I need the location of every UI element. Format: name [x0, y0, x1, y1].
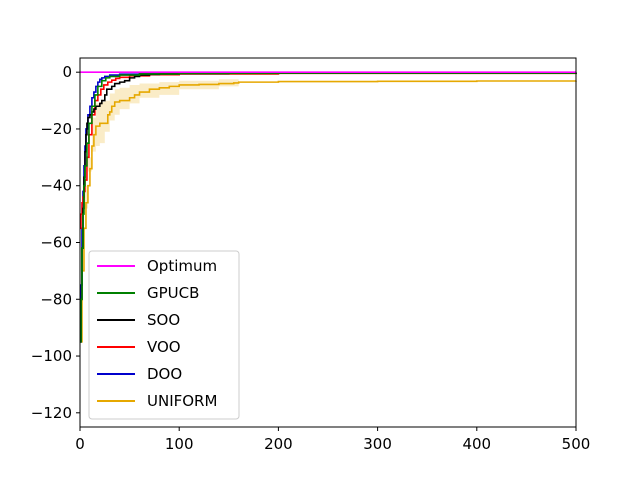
y-tick-label: −80: [40, 290, 72, 308]
y-axis-ticks: 0 −20 −40 −60 −80 −100 −120: [31, 63, 80, 422]
legend-label: Optimum: [147, 257, 217, 275]
legend-label: SOO: [147, 311, 180, 329]
legend-item-doo: DOO: [97, 365, 182, 383]
y-tick-label: −120: [31, 404, 72, 422]
y-tick-label: −100: [31, 347, 72, 365]
legend: Optimum GPUCB SOO VOO DOO UNIFORM: [88, 250, 240, 420]
x-axis-ticks: 0 100 200 300 400 500: [75, 427, 590, 453]
y-tick-label: −20: [40, 120, 72, 138]
x-tick-label: 500: [562, 435, 591, 453]
legend-label: VOO: [147, 338, 181, 356]
legend-item-optimum: Optimum: [97, 257, 217, 275]
x-tick-label: 100: [165, 435, 194, 453]
x-tick-label: 400: [462, 435, 491, 453]
legend-item-voo: VOO: [97, 338, 181, 356]
series-line-uniform: [80, 80, 577, 343]
legend-item-uniform: UNIFORM: [97, 392, 217, 410]
legend-label: DOO: [147, 365, 182, 383]
y-tick-label: −40: [40, 177, 72, 195]
y-tick-label: 0: [62, 63, 72, 81]
x-tick-label: 200: [264, 435, 293, 453]
legend-label: GPUCB: [147, 284, 199, 302]
y-tick-label: −60: [40, 234, 72, 252]
series-line-gpucb: [80, 72, 577, 343]
legend-label: UNIFORM: [147, 392, 217, 410]
series-lines: [80, 71, 577, 343]
x-tick-label: 0: [75, 435, 85, 453]
legend-item-soo: SOO: [97, 311, 180, 329]
x-tick-label: 300: [363, 435, 392, 453]
legend-item-gpucb: GPUCB: [97, 284, 199, 302]
